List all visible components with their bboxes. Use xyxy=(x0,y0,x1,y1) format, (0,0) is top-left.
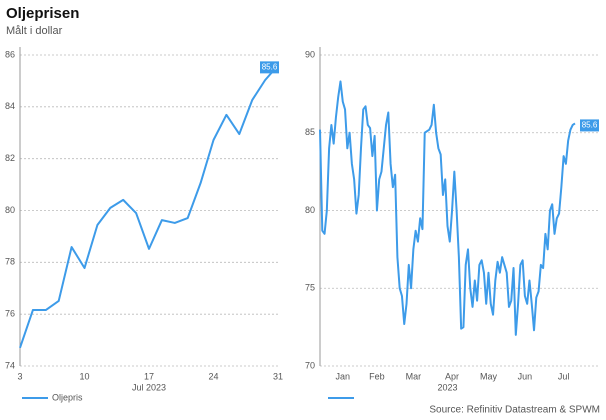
end-label-box xyxy=(260,61,279,74)
y-tick-label: 70 xyxy=(305,360,315,370)
chart-title: Oljeprisen xyxy=(6,5,79,22)
x-tick-label: Mar xyxy=(406,371,422,381)
x-tick-label: 24 xyxy=(208,371,218,381)
y-tick-label: 82 xyxy=(5,153,15,163)
x-tick-label: 10 xyxy=(79,371,89,381)
y-tick-label: 85 xyxy=(305,127,315,137)
y-tick-label: 84 xyxy=(5,101,15,111)
x-tick-label: Jan xyxy=(336,371,351,381)
chart-subtitle: Målt i dollar xyxy=(6,25,63,37)
end-label: 85.6 xyxy=(262,62,278,71)
x-tick-label: May xyxy=(480,371,498,381)
end-label: 85.6 xyxy=(582,121,598,130)
end-label-box xyxy=(580,119,599,132)
data-line xyxy=(19,64,279,349)
x-tick-label: Feb xyxy=(369,371,385,381)
x-tick-label: 3 xyxy=(17,371,22,381)
y-tick-label: 78 xyxy=(5,257,15,267)
y-tick-label: 75 xyxy=(305,283,315,293)
data-line xyxy=(319,80,576,336)
x-tick-label: 31 xyxy=(273,371,283,381)
y-tick-label: 80 xyxy=(305,205,315,215)
y-tick-label: 74 xyxy=(5,360,15,370)
source-note: Source: Refinitiv Datastream & SPWM xyxy=(429,405,600,416)
x-tick-label: 17 xyxy=(144,371,154,381)
x-tick-label: Jun xyxy=(518,371,533,381)
x-tick-label: Apr xyxy=(445,371,459,381)
x-axis-label: 2023 xyxy=(437,382,457,392)
y-tick-label: 90 xyxy=(305,49,315,59)
y-tick-label: 86 xyxy=(5,49,15,59)
legend-label: Oljepris xyxy=(52,392,83,402)
x-tick-label: Jul xyxy=(558,371,570,381)
y-tick-label: 76 xyxy=(5,309,15,319)
x-axis-label: Jul 2023 xyxy=(132,382,166,392)
y-tick-label: 80 xyxy=(5,205,15,215)
